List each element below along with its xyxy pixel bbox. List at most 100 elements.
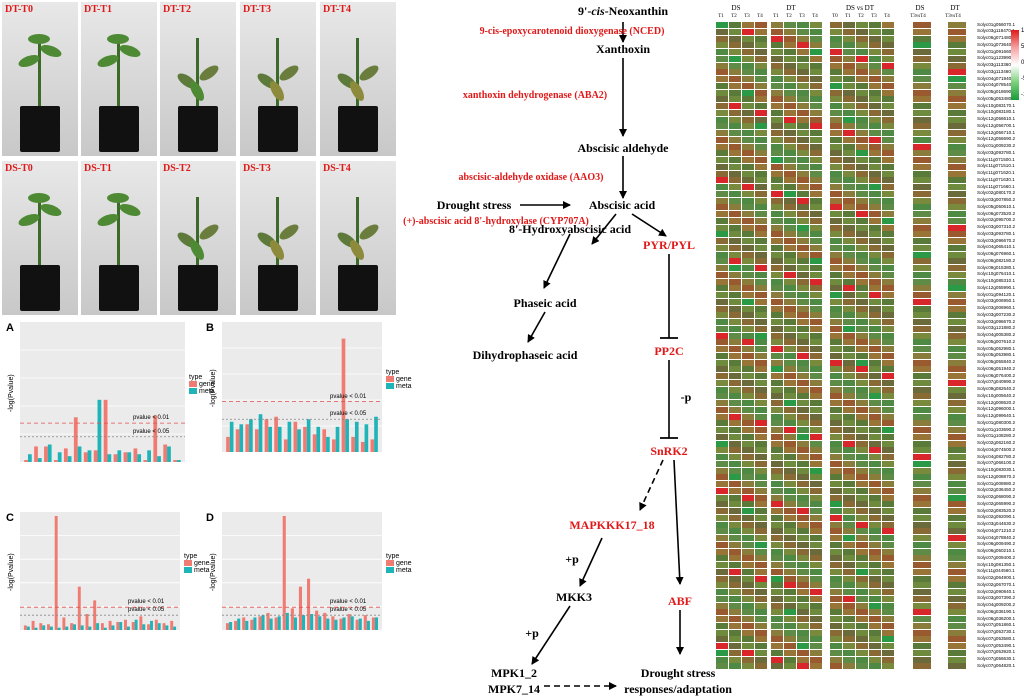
heatmap-cell (830, 319, 842, 326)
bar-meta (366, 620, 370, 630)
heatmap-cell (913, 393, 931, 400)
heatmap-cell (810, 325, 822, 332)
heatmap-cell (742, 339, 754, 346)
heatmap-cell (729, 332, 741, 339)
heatmap-cell (810, 55, 822, 62)
bar-gene (282, 516, 286, 630)
heatmap-cell (742, 69, 754, 76)
heatmap-cell (797, 157, 809, 164)
heatmap-cell (830, 481, 842, 488)
heatmap-cell (843, 55, 855, 62)
heatmap-cell (742, 22, 754, 29)
gene-id-label: Solyc12g099640.1 (977, 413, 1016, 418)
heatmap-cell (755, 521, 767, 528)
heatmap-cell (729, 393, 741, 400)
heatmap-cell (810, 197, 822, 204)
heatmap-cell (882, 467, 894, 474)
colorbar-tick: -11 (1021, 92, 1024, 98)
heatmap-cell (771, 244, 783, 251)
plant-photo-ds-t4: DS-T4 (320, 161, 396, 315)
heatmap-cell (716, 103, 728, 110)
heatmap-cell (784, 494, 796, 501)
heatmap-cell (913, 366, 931, 373)
heatmap-cell (742, 285, 754, 292)
heatmap-cell (784, 325, 796, 332)
heatmap-cell (948, 238, 966, 245)
heatmap-cell (913, 454, 931, 461)
heatmap-cell (869, 298, 881, 305)
heatmap-cell (830, 447, 842, 454)
bar-gene (34, 446, 38, 462)
heatmap-cell (742, 96, 754, 103)
heatmap-cell (784, 150, 796, 157)
heatmap-cell (830, 400, 842, 407)
heatmap-cell (856, 258, 868, 265)
heatmap-cell (742, 184, 754, 191)
heatmap-cell (797, 616, 809, 623)
heatmap-cell (856, 82, 868, 89)
heatmap-cell (784, 258, 796, 265)
node-response-line1: Drought stress (640, 666, 716, 680)
heatmap-cell (771, 265, 783, 272)
node-abscisic-acid: Abscisic acid (588, 198, 656, 212)
heatmap-cell (882, 440, 894, 447)
heatmap-cell (882, 609, 894, 616)
heatmap-cell (771, 595, 783, 602)
heatmap-cell (729, 278, 741, 285)
heatmap-cell (810, 116, 822, 123)
heatmap-cell (869, 305, 881, 312)
heatmap-cell (729, 508, 741, 515)
heatmap-cell (771, 555, 783, 562)
heatmap-cell (771, 514, 783, 521)
heatmap-cell (856, 103, 868, 110)
heatmap-cell (771, 440, 783, 447)
heatmap-cell (797, 184, 809, 191)
heatmap-cell (830, 508, 842, 515)
heatmap-cell (913, 663, 931, 670)
bar-meta (354, 421, 359, 452)
heatmap-cell (913, 190, 931, 197)
bar-meta (326, 436, 330, 452)
heatmap-cell (771, 298, 783, 305)
heatmap-cell (771, 359, 783, 366)
photo-label: DS-T0 (5, 163, 33, 174)
heatmap-cell (771, 190, 783, 197)
heatmap-cell (771, 55, 783, 62)
heatmap-cell (810, 89, 822, 96)
heatmap-cell (830, 339, 842, 346)
heatmap-cell (882, 251, 894, 258)
heatmap-cell (843, 312, 855, 319)
legend-item-gene: gene (189, 381, 215, 388)
heatmap-col-label: T1 (773, 14, 779, 19)
heatmap-cell (843, 82, 855, 89)
heatmap-cell (869, 366, 881, 373)
heatmap-cell (729, 211, 741, 218)
heatmap-cell (843, 460, 855, 467)
heatmap-col-label: T3 (799, 14, 805, 19)
plant-pot (258, 265, 298, 311)
chart-legend: type gene meta (386, 553, 412, 574)
heatmap-cell (797, 575, 809, 582)
heatmap-cell (830, 379, 842, 386)
heatmap-cell (716, 352, 728, 359)
threshold-label-005: pvalue < 0.05 (330, 607, 367, 614)
heatmap-cell (797, 103, 809, 110)
heatmap-cell (843, 184, 855, 191)
heatmap-cell (716, 197, 728, 204)
heatmap-cell (913, 562, 931, 569)
gene-id-label: Solyc09g082640.2 (977, 386, 1016, 391)
heatmap-cell (843, 366, 855, 373)
bar-meta (57, 627, 61, 630)
heatmap-cell (830, 116, 842, 123)
heatmap-cell (716, 521, 728, 528)
heatmap-cell (913, 170, 931, 177)
bar-gene (124, 619, 127, 630)
heatmap-cell (843, 305, 855, 312)
heatmap-cell (810, 224, 822, 231)
threshold-label-001: pvalue < 0.01 (330, 393, 367, 400)
heatmap-cell (856, 346, 868, 353)
heatmap-cell (882, 406, 894, 413)
bar-meta (77, 446, 82, 462)
chart-legend: type gene meta (386, 369, 412, 390)
heatmap-cell (742, 622, 754, 629)
